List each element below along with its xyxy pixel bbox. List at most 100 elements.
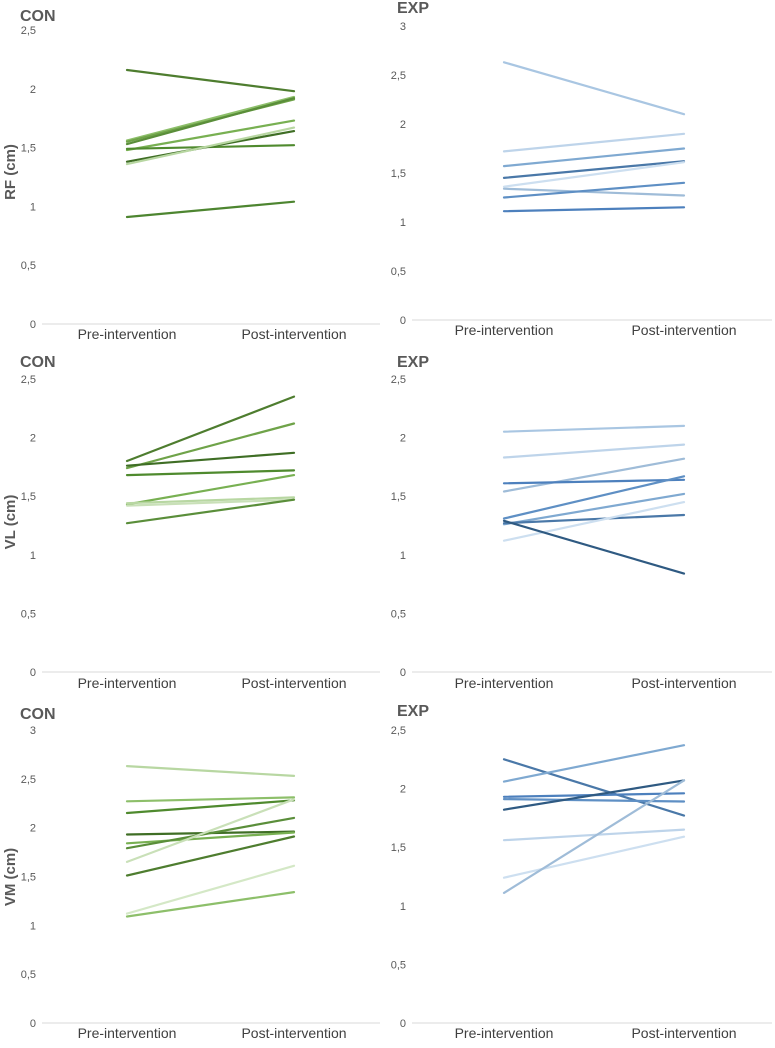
vm-exp-ytick: 2,5 [391,725,406,737]
vl-exp-ytick: 2 [400,433,406,445]
vm-con-series-line-6 [125,816,296,850]
rf-exp-series-line-1 [502,61,686,116]
vm-con-series-line-5 [125,831,296,845]
vm-exp-series-line-2 [502,744,686,783]
rf-exp-xtick: Pre-intervention [455,322,554,338]
rf-exp-ytick: 2,5 [391,70,406,82]
vm-exp-xtick: Post-intervention [631,1025,736,1041]
rf-exp-ytick: 1 [400,217,406,229]
rf-exp-title: EXP [397,0,429,17]
vl-exp-series-line-3 [502,457,686,493]
rf-con-series-line-9 [125,200,296,219]
vl-con-ytick: 2,5 [21,374,36,386]
vm-exp-series-line-1 [502,758,686,817]
vl-exp-chart: EXP 0 0,5 1 1,5 2 2,5 Pre-intervention Post-inte… [391,354,772,691]
vl-exp-series-line-9 [502,519,686,575]
vl-exp-ytick: 1 [400,550,406,562]
vm-exp-xtick: Pre-intervention [455,1025,554,1041]
vl-con-chart: CON VL (cm) 0 0,5 1 1,5 2 2,5 Pre-intervention Po… [2,354,380,691]
vl-exp-series-line-7 [502,513,686,525]
vm-exp-ytick: 1 [400,901,406,913]
vl-con-series-line-5 [125,474,296,506]
vl-con-xtick: Pre-intervention [78,675,177,691]
rf-exp-series-line-5 [502,161,686,188]
rf-con-series-line-4 [125,97,296,146]
rf-exp-ytick: 1,5 [391,168,406,180]
rf-con-xtick: Pre-intervention [78,326,177,342]
vm-exp-series-line-5 [502,779,686,811]
rf-exp-ytick: 2 [400,119,406,131]
vm-con-series-line-1 [125,764,296,778]
vl-exp-series-line-5 [502,475,686,520]
vl-con-ytick: 1,5 [21,491,36,503]
rf-con-chart: CON RF (cm) 0 0,5 1 1,5 2 2,5 Pre-intervention Po… [2,8,380,342]
vm-con-ytick: 2,5 [21,774,36,786]
vl-con-xtick: Post-intervention [241,675,346,691]
rf-con-ytick: 2,5 [21,25,36,37]
vm-con-series-line-8 [125,835,296,877]
vm-con-ytick: 1 [30,920,36,932]
vm-exp-series-line-4 [502,797,686,803]
vm-exp-series-line-8 [502,779,686,895]
vl-exp-ytick: 1,5 [391,491,406,503]
vm-con-series-line-9 [125,864,296,915]
vl-exp-ytick: 0 [400,667,406,679]
vl-exp-xtick: Pre-intervention [455,675,554,691]
vl-con-series-line-2 [125,422,296,470]
vl-exp-series-line-4 [502,478,686,485]
vm-exp-chart: EXP 0 0,5 1 1,5 2 2,5 Pre-intervention Post-inte… [391,703,772,1041]
vl-exp-ytick: 2,5 [391,374,406,386]
vl-con-title: CON [20,354,56,371]
vl-con-series-line-4 [125,469,296,477]
rf-exp-xtick: Post-intervention [631,322,736,338]
vm-con-ytick: 3 [30,725,36,737]
vl-con-series-line-6 [125,496,296,505]
rf-exp-ytick: 0 [400,315,406,327]
rf-con-ytick: 1,5 [21,143,36,155]
rf-exp-series-line-2 [502,132,686,153]
vl-con-ytick: 1 [30,550,36,562]
vl-con-ytick: 0 [30,667,36,679]
rf-exp-series-line-6 [502,187,686,197]
rf-exp-ytick: 3 [400,21,406,33]
rf-con-series-line-5 [125,119,296,152]
rf-exp-series-line-8 [502,206,686,213]
vm-exp-ytick: 0,5 [391,959,406,971]
vm-con-series-line-10 [125,890,296,918]
vl-con-series-line-3 [125,451,296,467]
vm-exp-ytick: 2 [400,784,406,796]
rf-con-ytick: 0 [30,319,36,331]
rf-con-title: CON [20,8,56,25]
rf-exp-chart: EXP 0 0,5 1 1,5 2 2,5 3 Pre-intervention Post-int… [391,0,772,338]
vl-exp-title: EXP [397,354,429,371]
vm-con-title: CON [20,706,56,723]
vm-exp-ytick: 1,5 [391,842,406,854]
rf-con-ylabel: RF (cm) [2,144,19,200]
vl-con-series-line-8 [125,498,296,525]
vm-con-ytick: 1,5 [21,872,36,884]
vm-con-series-line-2 [125,796,296,803]
rf-exp-series-line-3 [502,147,686,168]
vl-exp-ytick: 0,5 [391,608,406,620]
vm-con-chart: CON VM (cm) 0 0,5 1 1,5 2 2,5 3 Pre-intervention P… [2,706,380,1041]
vm-exp-ytick: 0 [400,1018,406,1030]
vl-exp-series-line-2 [502,443,686,459]
vm-con-xtick: Post-intervention [241,1025,346,1041]
vl-exp-series-line-1 [502,424,686,433]
rf-con-series-line-2 [125,95,296,142]
vm-con-xtick: Pre-intervention [78,1025,177,1041]
rf-exp-series-line-7 [502,181,686,199]
rf-exp-series-line-4 [502,160,686,179]
vl-con-ytick: 2 [30,433,36,445]
vl-con-series-line-1 [125,395,296,463]
vm-con-ytick: 0,5 [21,969,36,981]
rf-con-xtick: Post-intervention [241,326,346,342]
vm-con-ylabel: VM (cm) [2,848,19,906]
vm-con-series-line-3 [125,799,296,815]
vm-con-ytick: 0 [30,1018,36,1030]
vl-con-series-line-7 [125,498,296,507]
vm-con-ytick: 2 [30,823,36,835]
rf-con-ytick: 0,5 [21,260,36,272]
